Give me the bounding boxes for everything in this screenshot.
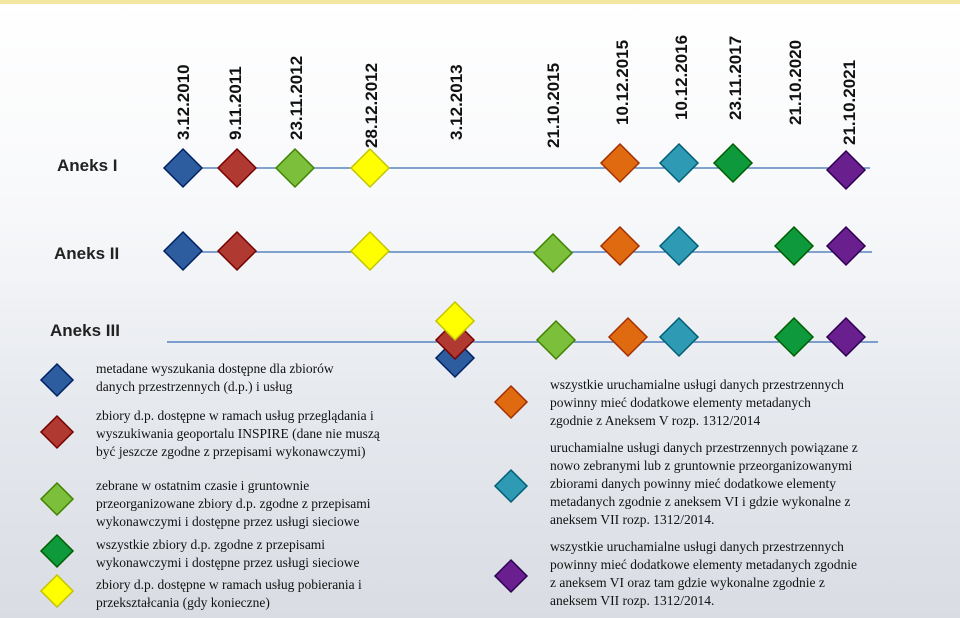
timeline-marker [349, 147, 391, 189]
legend-line: wszystkie zbiory d.p. zgodne z przepisam… [96, 537, 326, 552]
timeline-marker [599, 142, 641, 184]
timeline-marker [658, 142, 700, 184]
timeline-marker [535, 319, 577, 361]
timeline-marker [773, 316, 815, 358]
legend-left-5: zbiory d.p. dostępne w ramach usług pobi… [96, 576, 362, 612]
date-labels: 3.12.2010 9.11.2011 23.11.2012 28.12.201… [174, 35, 859, 148]
timeline-marker [599, 225, 641, 267]
legend-left-1: metadane wyszukania dostępne dla zbiorów… [96, 360, 334, 396]
legend-line: przeorganizowane zbiory d.p. zgodne z pr… [96, 496, 371, 511]
row-label-aneks-3: Aneks III [50, 321, 120, 340]
date-label: 23.11.2012 [287, 56, 306, 140]
top-accent-bar [0, 0, 960, 4]
legend-left-4: wszystkie zbiory d.p. zgodne z przepisam… [96, 536, 360, 572]
legend-right-3: wszystkie uruchamialne usługi danych prz… [550, 538, 857, 610]
legend-line: zgodnie z Aneksem V rozp. 1312/2014 [550, 413, 761, 428]
date-label: 3.12.2013 [447, 64, 466, 140]
date-label: 10.12.2016 [672, 35, 691, 120]
legend-line: przekształcania (gdy konieczne) [96, 595, 270, 610]
legend-line: aneksem VII rozp. 1312/2014. [550, 593, 715, 608]
legend-line: zbiorami danych powinny mieć dodatkowe e… [550, 476, 837, 491]
legend-line: zebrane w ostatnim czasie i gruntownie [96, 478, 310, 493]
timeline-marker [607, 316, 649, 358]
row-markers [162, 142, 867, 379]
date-label: 21.10.2020 [786, 40, 805, 125]
legend-marker [39, 414, 75, 450]
legend-line: metadanych zgodnie z aneksem VI i gdzie … [550, 494, 851, 509]
date-label: 9.11.2011 [226, 66, 245, 140]
date-label: 3.12.2010 [174, 64, 193, 140]
row-label-aneks-2: Aneks II [54, 244, 119, 263]
timeline-marker [162, 230, 204, 272]
date-label: 28.12.2012 [362, 63, 381, 148]
date-label: 21.10.2015 [544, 63, 563, 148]
legend-line: powinny mieć dodatkowe elementy metadany… [550, 557, 858, 572]
legend-line: wyszukiwania geoportalu INSPIRE (dane ni… [96, 426, 380, 441]
timeline-marker [712, 142, 754, 184]
legend-line: wykonawczymi i dostępne przez usługi sie… [96, 514, 360, 529]
legend-marker [493, 558, 529, 594]
timeline-marker [349, 230, 391, 272]
legend-marker [493, 468, 529, 504]
timeline-marker [216, 230, 258, 272]
legend-line: być jeszcze zgodne z przepisami wykonawc… [96, 444, 366, 459]
legend-left-2: zbiory d.p. dostępne w ramach usług prze… [96, 407, 380, 461]
legend-marker [39, 481, 75, 517]
legend-line: wszystkie uruchamialne usługi danych prz… [550, 377, 844, 392]
legend-line: zbiory d.p. dostępne w ramach usług pobi… [96, 577, 362, 592]
timeline-marker [825, 316, 867, 358]
timeline-marker [825, 225, 867, 267]
date-label: 10.12.2015 [613, 40, 632, 125]
timeline-marker [434, 300, 476, 342]
legend-line: z aneksem VI oraz tam gdzie wykonalne zg… [550, 575, 825, 590]
legend-line: uruchamialne usługi danych przestrzennyc… [550, 440, 858, 455]
timeline-marker [216, 147, 258, 189]
legend-marker [39, 533, 75, 569]
legend-line: wszystkie uruchamialne usługi danych prz… [550, 539, 844, 554]
timeline-marker [825, 149, 867, 191]
legend-line: nowo zebranymi lub z gruntownie przeorga… [550, 458, 853, 473]
date-label: 23.11.2017 [726, 36, 745, 120]
legend-right-2: uruchamialne usługi danych przestrzennyc… [550, 439, 858, 529]
timeline-marker [658, 225, 700, 267]
timeline-marker [773, 225, 815, 267]
legend-line: powinny mieć dodatkowe elementy metadany… [550, 395, 811, 410]
row-label-aneks-1: Aneks I [57, 156, 117, 175]
timeline-marker [162, 147, 204, 189]
legend-line: danych przestrzennych (d.p.) i usług [96, 379, 293, 394]
timeline-marker [532, 232, 574, 274]
legend-line: metadane wyszukania dostępne dla zbiorów [96, 361, 334, 376]
legend-marker [493, 384, 529, 420]
legend-line: wykonawczymi i dostępne przez usługi sie… [96, 555, 360, 570]
legend-right-1: wszystkie uruchamialne usługi danych prz… [550, 376, 844, 430]
legend-line: aneksem VII rozp. 1312/2014. [550, 512, 715, 527]
legend-marker [39, 362, 75, 398]
legend-markers [39, 362, 529, 609]
legend-line: zbiory d.p. dostępne w ramach usług prze… [96, 408, 374, 423]
timeline-marker [658, 316, 700, 358]
date-label: 21.10.2021 [840, 60, 859, 145]
timeline-marker [274, 147, 316, 189]
legend-left-3: zebrane w ostatnim czasie i gruntownie p… [96, 477, 371, 531]
legend-marker [39, 573, 75, 609]
